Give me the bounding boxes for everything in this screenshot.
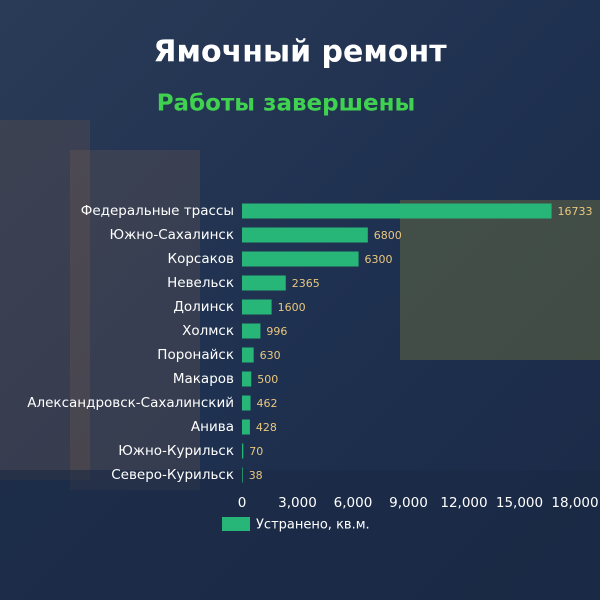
y-tick-label: Александровск-Сахалинский [27,395,234,411]
background-road [0,470,600,600]
value-label: 1600 [278,301,306,314]
x-tick-label: 0 [238,495,247,511]
value-label: 428 [256,421,277,434]
bar [242,419,250,435]
value-label: 996 [266,325,287,338]
x-tick-label: 12,000 [440,495,487,511]
y-tick-label: Долинск [173,299,234,315]
x-tick-label: 9,000 [389,495,428,511]
background-worker [0,120,90,480]
legend-swatch [222,517,250,531]
y-tick-label: Невельск [167,275,234,291]
y-tick-label: Северо-Курильск [111,467,234,483]
value-label: 462 [257,397,278,410]
y-tick-label: Южно-Сахалинск [110,227,234,243]
legend-label: Устранено, кв.м. [256,518,370,533]
value-label: 38 [249,469,263,482]
chart-subtitle: Работы завершены [157,91,416,117]
chart-title: Ямочный ремонт [153,35,447,70]
bar [242,395,251,411]
background-machine [400,200,600,360]
value-label: 500 [257,373,278,386]
x-tick-label: 3,000 [278,495,317,511]
y-tick-label: Поронайск [157,347,234,363]
bar [242,323,261,339]
y-tick-label: Южно-Курильск [118,443,234,459]
y-tick-label: Холмск [182,323,234,339]
value-label: 6300 [365,253,393,266]
bar [242,227,368,243]
y-tick-label: Федеральные трассы [81,203,234,219]
value-label: 630 [260,349,281,362]
bar [242,371,252,387]
y-tick-label: Корсаков [168,251,235,267]
bar [242,203,552,219]
bar [242,467,243,483]
value-label: 16733 [558,205,593,218]
x-tick-label: 6,000 [334,495,373,511]
bar [242,275,286,291]
y-tick-label: Анива [191,419,234,435]
bar [242,299,272,315]
background-worker [70,150,200,490]
value-label: 70 [249,445,263,458]
bar [242,443,244,459]
bar [242,251,359,267]
bar [242,347,254,363]
value-label: 6800 [374,229,402,242]
value-label: 2365 [292,277,320,290]
y-tick-label: Макаров [173,371,234,387]
x-tick-label: 15,000 [496,495,543,511]
x-tick-label: 18,000 [551,495,598,511]
